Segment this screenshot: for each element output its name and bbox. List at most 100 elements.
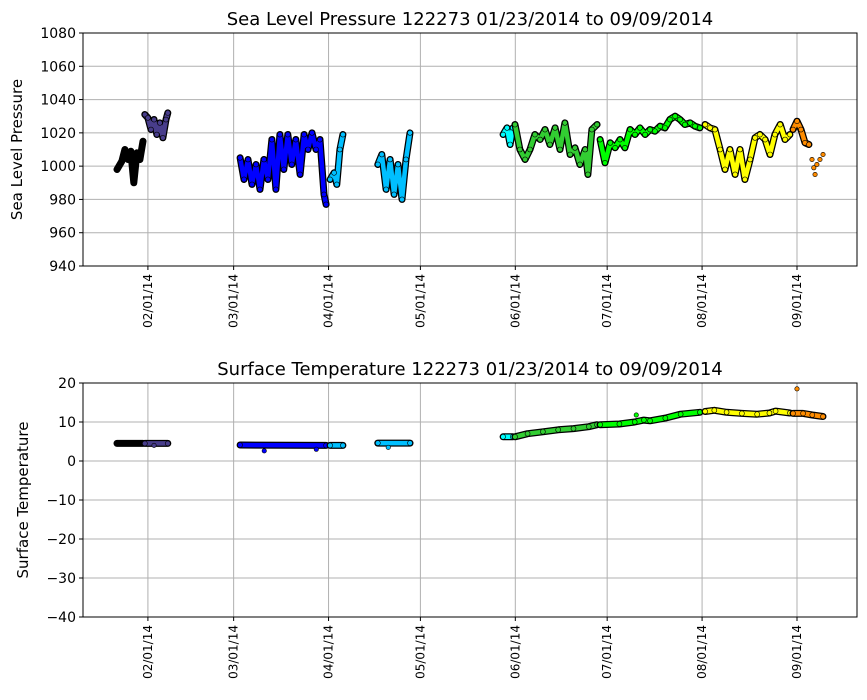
data-point bbox=[632, 131, 638, 138]
data-point bbox=[702, 408, 708, 415]
data-point bbox=[627, 126, 633, 133]
y-tick-label: 1020 bbox=[40, 126, 76, 142]
data-point bbox=[597, 421, 603, 428]
x-tick-label: 03/01/14 bbox=[227, 274, 241, 328]
data-point bbox=[727, 146, 733, 153]
data-point bbox=[772, 131, 778, 138]
data-point bbox=[692, 123, 698, 129]
data-point bbox=[817, 156, 823, 162]
data-point bbox=[257, 186, 263, 193]
data-point bbox=[757, 131, 763, 138]
data-point bbox=[562, 120, 568, 126]
data-point bbox=[552, 125, 558, 131]
data-point bbox=[114, 166, 120, 173]
data-point bbox=[787, 131, 793, 138]
data-point bbox=[766, 410, 773, 416]
data-point bbox=[289, 161, 295, 168]
data-point bbox=[557, 146, 563, 153]
data-point bbox=[767, 151, 773, 158]
data-point bbox=[237, 442, 243, 448]
data-point bbox=[633, 412, 639, 418]
y-tick-label: 20 bbox=[58, 376, 76, 392]
x-tick-label: 08/01/14 bbox=[695, 625, 709, 679]
data-point bbox=[790, 410, 796, 417]
data-point bbox=[387, 156, 393, 163]
data-point bbox=[555, 426, 561, 433]
data-point bbox=[742, 176, 748, 183]
data-point bbox=[301, 131, 307, 138]
data-point bbox=[122, 146, 128, 153]
data-point bbox=[577, 161, 583, 168]
data-point bbox=[612, 145, 618, 151]
x-tick-label: 05/01/14 bbox=[413, 625, 427, 679]
data-point bbox=[407, 130, 413, 136]
data-point bbox=[585, 171, 591, 178]
data-point bbox=[524, 430, 531, 437]
y-tick-label: 0 bbox=[67, 454, 76, 470]
data-point bbox=[277, 131, 283, 138]
data-point bbox=[811, 165, 817, 171]
data-point bbox=[617, 136, 623, 143]
y-axis-label: Surface Temperature bbox=[14, 422, 32, 579]
data-point bbox=[321, 191, 327, 198]
data-point bbox=[500, 434, 506, 440]
y-tick-label: −20 bbox=[46, 532, 76, 548]
data-point bbox=[281, 166, 287, 173]
data-point bbox=[798, 126, 804, 133]
data-point bbox=[140, 138, 146, 144]
data-point bbox=[794, 386, 800, 392]
data-point bbox=[379, 151, 385, 158]
data-point bbox=[532, 131, 538, 138]
data-point bbox=[712, 126, 718, 133]
data-point bbox=[777, 121, 783, 128]
data-point bbox=[334, 181, 340, 188]
y-tick-label: −10 bbox=[46, 493, 76, 509]
data-point bbox=[631, 419, 638, 425]
data-point bbox=[160, 135, 166, 141]
data-point bbox=[572, 145, 578, 151]
data-point bbox=[772, 408, 779, 414]
x-tick-label: 08/01/14 bbox=[695, 274, 709, 328]
data-point bbox=[375, 161, 381, 168]
data-point bbox=[594, 121, 600, 128]
data-point bbox=[340, 131, 346, 138]
x-tick-label: 06/01/14 bbox=[508, 625, 522, 679]
data-point bbox=[540, 428, 546, 435]
data-point bbox=[707, 125, 713, 131]
y-tick-label: 960 bbox=[49, 226, 76, 242]
data-point bbox=[297, 171, 303, 178]
data-point bbox=[249, 181, 255, 188]
data-point bbox=[512, 434, 518, 440]
data-point bbox=[585, 423, 592, 430]
data-point bbox=[782, 136, 788, 143]
data-point bbox=[512, 121, 518, 128]
data-point bbox=[647, 126, 653, 133]
data-point bbox=[305, 146, 311, 153]
data-point bbox=[547, 141, 553, 148]
data-point bbox=[125, 156, 131, 163]
data-point bbox=[582, 146, 588, 153]
data-point bbox=[812, 171, 818, 177]
data-point bbox=[165, 440, 171, 447]
data-point bbox=[737, 146, 743, 153]
data-point bbox=[395, 161, 401, 168]
data-point bbox=[747, 156, 753, 163]
data-point bbox=[717, 146, 723, 153]
data-point bbox=[567, 151, 573, 158]
x-tick-label: 04/01/14 bbox=[322, 625, 336, 679]
y-tick-label: 1060 bbox=[40, 59, 76, 75]
data-point bbox=[375, 440, 381, 446]
data-point bbox=[522, 156, 528, 163]
data-point bbox=[313, 146, 319, 153]
data-point bbox=[504, 125, 510, 131]
data-point bbox=[134, 150, 140, 156]
x-tick-label: 07/01/14 bbox=[600, 274, 614, 328]
data-point bbox=[385, 444, 391, 450]
y-tick-label: 1000 bbox=[40, 159, 76, 175]
data-point bbox=[153, 131, 160, 138]
data-point bbox=[642, 131, 648, 138]
data-point bbox=[754, 411, 760, 418]
series-line-5 bbox=[500, 125, 516, 147]
